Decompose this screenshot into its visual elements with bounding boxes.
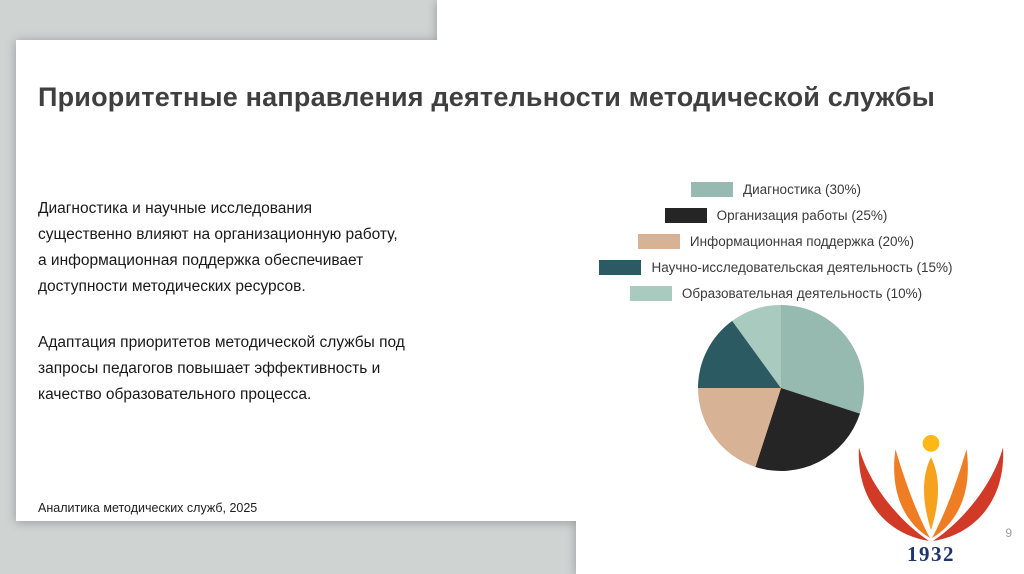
pie-slice xyxy=(781,305,865,414)
legend-swatch xyxy=(664,207,707,223)
pie-slice xyxy=(698,320,781,388)
legend-swatch xyxy=(629,285,672,301)
legend-item: Организация работы (25%) xyxy=(664,202,888,228)
legend-item: Научно-исследовательская деятельность (1… xyxy=(599,254,953,280)
legend-swatch xyxy=(637,233,680,249)
body-paragraph-2: Адаптация приоритетов методической служб… xyxy=(38,334,405,403)
legend-label: Образовательная деятельность (10%) xyxy=(681,285,923,301)
pie-chart xyxy=(698,305,865,472)
pie-slice xyxy=(698,388,781,467)
pie-slice xyxy=(755,388,860,472)
page-number: 9 xyxy=(1005,526,1012,540)
logo: 1932 xyxy=(845,398,1017,567)
legend-item: Диагностика (30%) xyxy=(690,176,862,202)
lotus-person-icon xyxy=(858,434,1004,542)
legend-swatch xyxy=(690,181,733,197)
legend-item: Информационная поддержка (20%) xyxy=(637,228,915,254)
logo-year: 1932 xyxy=(907,542,955,566)
legend-label: Информационная поддержка (20%) xyxy=(689,233,915,249)
body-paragraph-1: Диагностика и научные исследования сущес… xyxy=(38,200,398,295)
legend-swatch xyxy=(599,259,642,275)
pie-legend: Диагностика (30%) Организация работы (25%… xyxy=(580,176,972,306)
slide-title: Приоритетные направления деятельности ме… xyxy=(38,82,936,112)
legend-label: Научно-исследовательская деятельность (1… xyxy=(651,259,953,275)
legend-label: Организация работы (25%) xyxy=(716,207,888,223)
footer-caption: Аналитика методических служб, 2025 xyxy=(38,501,258,515)
legend-item: Образовательная деятельность (10%) xyxy=(629,280,923,306)
pie-slice xyxy=(732,305,781,388)
legend-label: Диагностика (30%) xyxy=(742,181,862,197)
